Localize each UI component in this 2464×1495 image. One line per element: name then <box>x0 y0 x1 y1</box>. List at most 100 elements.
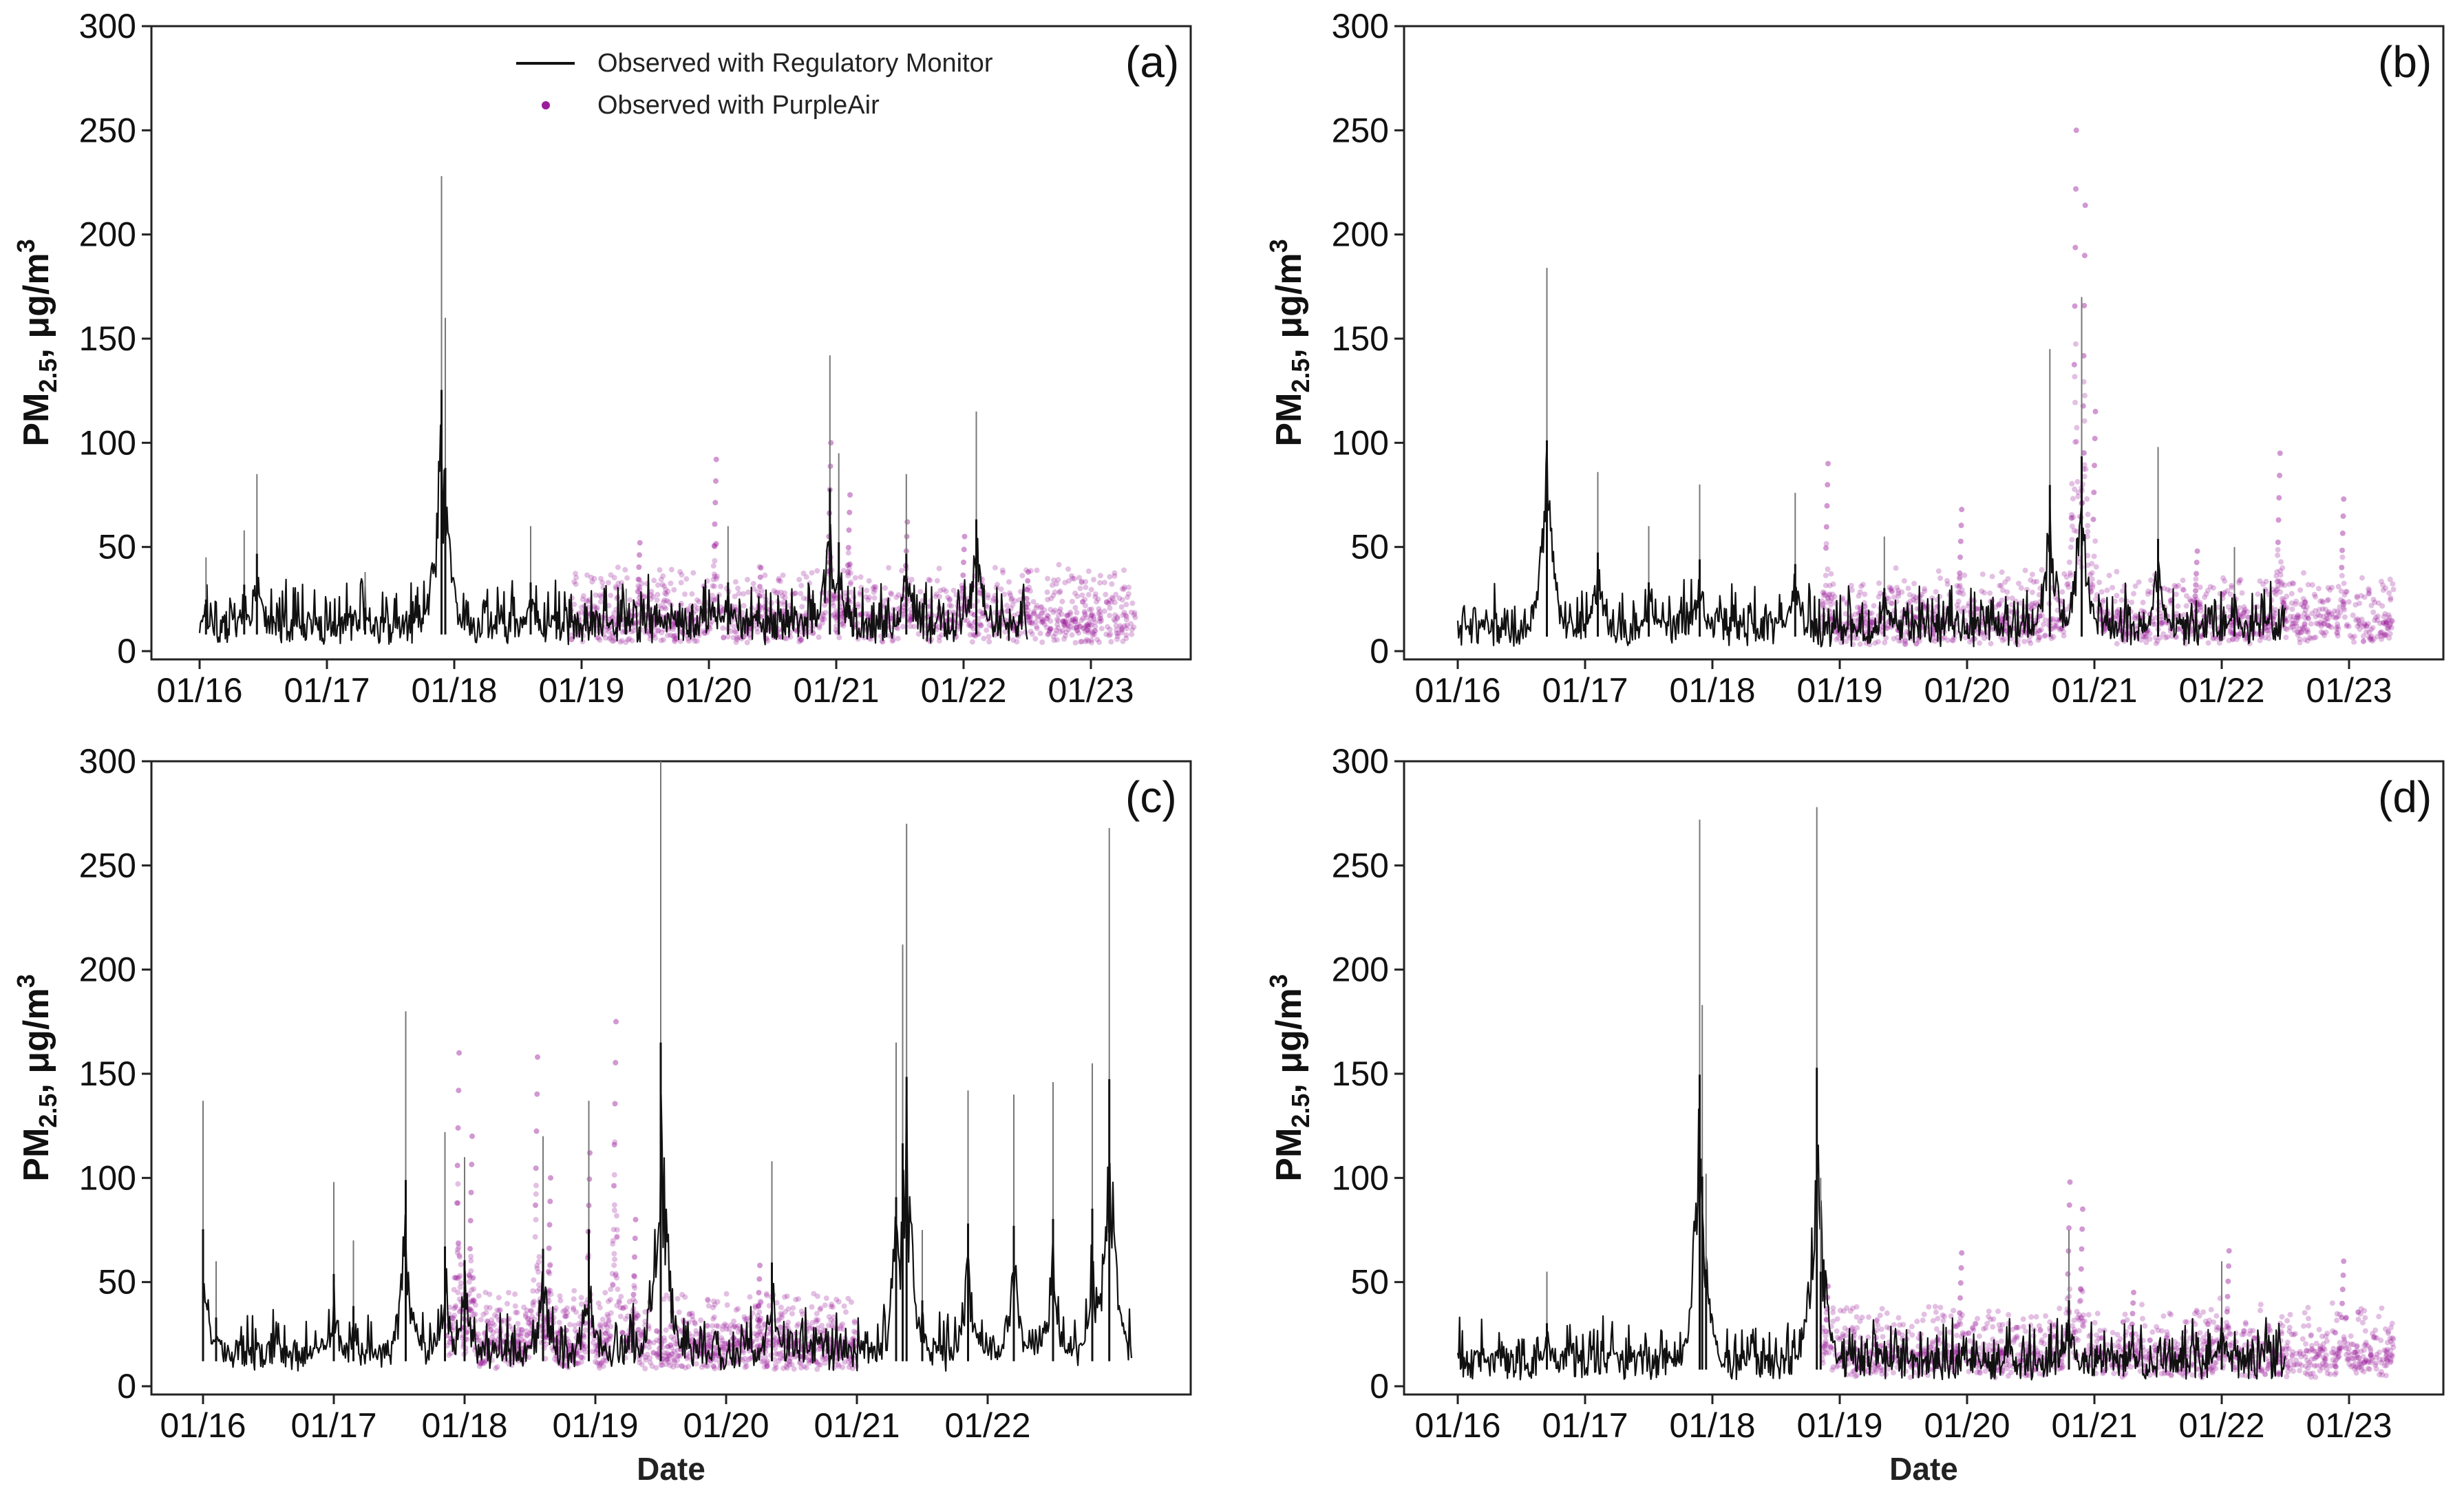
panel-a-purpleair-point <box>580 593 586 599</box>
panel-d-purpleair-point <box>1854 1304 1860 1310</box>
panel-a-purpleair-point <box>573 571 578 577</box>
panel-b-plot-area <box>1456 127 2397 648</box>
panel-a-purpleair-point <box>966 620 973 626</box>
panel-a-purpleair-point <box>1124 594 1130 600</box>
panel-a-purpleair-point <box>831 595 836 601</box>
panel-c-purpleair-point <box>712 1366 718 1372</box>
panel-b-purpleair-point <box>2229 582 2235 589</box>
panel-c-purpleair-point <box>593 1349 599 1355</box>
panel-c-purpleair-point <box>547 1262 553 1269</box>
panel-a-purpleair-point <box>1120 638 1126 644</box>
panel-a-purpleair-point <box>1108 599 1114 605</box>
panel-c-purpleair-peak-point <box>613 1019 619 1025</box>
panel-a-purpleair-point <box>994 582 1000 588</box>
panel-a-purpleair-point <box>629 637 635 644</box>
panel-a-purpleair-point <box>1003 602 1010 608</box>
panel-b-purpleair-point <box>2129 600 2135 606</box>
panel-a-purpleair-point <box>736 591 742 597</box>
panel-d-purpleair-point <box>1878 1326 1884 1333</box>
panel-b-purpleair-point <box>1979 588 1985 594</box>
panel-a-purpleair-point <box>1129 600 1136 606</box>
panel-b-purpleair-peak-point <box>1958 522 1964 529</box>
panel-a-purpleair-point <box>694 605 701 611</box>
panel-a-purpleair-point <box>889 591 895 597</box>
panel-b-purpleair-point <box>2335 633 2341 639</box>
panel-a-purpleair-point <box>679 572 685 578</box>
panel-c-purpleair-point <box>663 1327 669 1333</box>
panel-c-purpleair-point <box>512 1303 518 1309</box>
panel-a-purpleair-point <box>776 577 782 584</box>
panel-a-purpleair-point <box>712 573 718 580</box>
panel-a-purpleair-point <box>970 632 976 637</box>
panel-a-purpleair-point <box>1025 614 1031 620</box>
panel-a-purpleair-point <box>599 580 606 586</box>
panel-b-purpleair-point <box>1955 589 1961 595</box>
ylabel-sub: 2.5 <box>1286 359 1315 393</box>
panel-c-purpleair-peak-point <box>631 1273 637 1279</box>
panel-b-x-ticks: 01/16 01/17 01/18 01/19 01/20 01/21 01/22 01/23 <box>1414 659 2392 710</box>
panel-b-purpleair-point <box>2001 636 2008 642</box>
panel-c-purpleair-peak-point <box>547 1198 553 1205</box>
panel-d-purpleair-point <box>2111 1370 2117 1377</box>
panel-b-purpleair-point <box>1999 569 2005 575</box>
panel-a-purpleair-point <box>1090 632 1096 638</box>
panel-a-purpleair-point <box>710 563 716 569</box>
panel-a-purpleair-point <box>668 580 674 586</box>
panel-a-purpleair-point <box>655 591 661 597</box>
panel-a-purpleair-point <box>699 628 705 634</box>
panel-c-purpleair-point <box>809 1304 815 1310</box>
panel-a-purpleair-point <box>1091 613 1097 619</box>
panel-b-purpleair-point <box>2158 613 2165 619</box>
panel-b-purpleair-point <box>2302 621 2308 626</box>
panel-a-purpleair-point <box>689 591 695 597</box>
panel-a-purpleair-point <box>799 604 805 610</box>
panel-a-purpleair-point <box>871 595 878 601</box>
panel-a-purpleair-point <box>907 612 913 618</box>
panel-a-purpleair-point <box>588 574 594 580</box>
panel-a-purpleair-point <box>661 583 667 589</box>
panel-a-ytick-label: 150 <box>79 319 136 358</box>
panel-b-purpleair-point <box>2106 573 2112 579</box>
panel-b-purpleair-point <box>2085 529 2091 535</box>
panel-a-purpleair-peak-point <box>637 552 642 558</box>
panel-a-purpleair-point <box>1126 584 1132 591</box>
panel-b-purpleair-point <box>2305 582 2311 588</box>
panel-b-purpleair-point <box>2072 341 2079 347</box>
panel-b-purpleair-point <box>1962 572 1968 578</box>
panel-b-purpleair-point <box>2072 374 2078 380</box>
panel-b-purpleair-point <box>2361 633 2366 639</box>
panel-a-purpleair-point <box>661 604 668 611</box>
panel-b-purpleair-point <box>2065 580 2071 586</box>
panel-a-purpleair-point <box>1079 599 1085 605</box>
panel-c-purpleair-point <box>782 1294 787 1300</box>
panel-c-purpleair-point <box>614 1227 620 1233</box>
panel-c-purpleair-point <box>835 1361 841 1368</box>
panel-a-purpleair-point <box>895 626 901 632</box>
panel-a-purpleair-point <box>721 635 727 641</box>
panel-c-purpleair-point <box>610 1282 615 1287</box>
panel-a-purpleair-point <box>615 564 621 571</box>
panel-c-purpleair-point <box>458 1262 464 1268</box>
panel-b-purpleair-point <box>2339 573 2345 579</box>
panel-a-purpleair-point <box>781 599 787 605</box>
panel-c-purpleair-point <box>623 1316 628 1322</box>
panel-a-purpleair-point <box>718 584 724 589</box>
panel-a-purpleair-point <box>732 593 738 600</box>
panel-a-ytick-label: 200 <box>79 215 136 254</box>
panel-a-purpleair-point <box>1039 604 1045 610</box>
panel-a-purpleair-peak-point <box>637 540 643 546</box>
panel-c-purpleair-point <box>582 1349 588 1355</box>
panel-c-purpleair-point <box>457 1273 463 1279</box>
panel-b-purpleair-point <box>2039 613 2045 619</box>
panel-c-purpleair-point <box>764 1362 770 1368</box>
panel-a-purpleair-point <box>822 610 829 616</box>
panel-a-purpleair-point <box>1051 577 1056 583</box>
panel-a-purpleair-point <box>657 567 663 573</box>
panel-a-purpleair-point <box>1085 592 1092 597</box>
panel-c-purpleair-point <box>803 1365 809 1371</box>
panel-b-purpleair-point <box>1827 582 1833 589</box>
panel-a-purpleair-point <box>600 584 606 591</box>
panel-b-purpleair-point <box>1955 606 1961 612</box>
panel-b-purpleair-peak-point <box>2072 303 2078 309</box>
panel-a-purpleair-point <box>1068 617 1074 623</box>
